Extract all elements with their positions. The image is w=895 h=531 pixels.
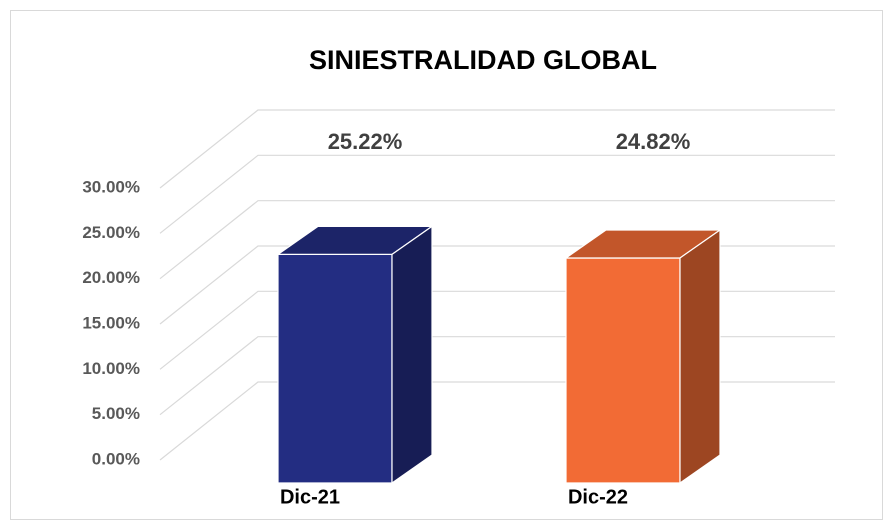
y-tick-label: 10.00% [82,359,140,378]
chart-frame [10,10,883,520]
y-tick-label: 30.00% [82,177,140,196]
bar-side [679,228,721,485]
bar-front [565,257,681,484]
y-tick-label: 20.00% [82,268,140,287]
value-label: 24.82% [616,129,691,154]
x-tick-label: Dic-21 [280,486,340,508]
x-tick-label: Dic-22 [568,486,628,508]
y-tick-label: 0.00% [92,449,140,468]
bar-side [391,225,433,485]
grid-line [159,154,835,234]
y-tick-label: 5.00% [92,404,140,423]
value-label: 25.22% [328,129,403,154]
bar [276,225,434,485]
y-tick-label: 25.00% [82,223,140,242]
y-tick-label: 15.00% [82,313,140,332]
grid-line [159,200,835,280]
chart-title: SINIESTRALIDAD GLOBAL [309,45,657,75]
grid-line [159,109,835,189]
bar-front [277,253,393,484]
bar [564,228,722,485]
